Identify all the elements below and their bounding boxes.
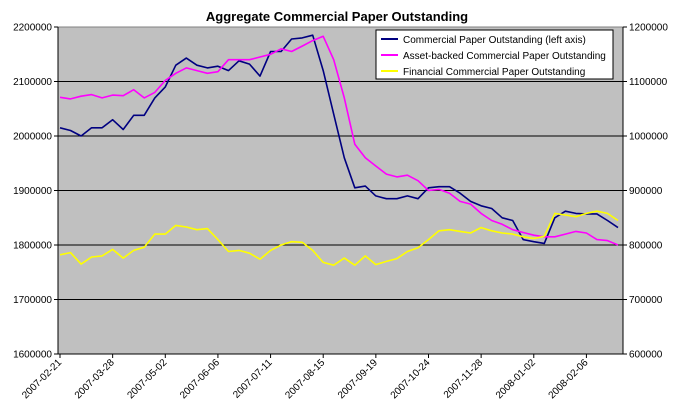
x-tick-label: 2007-09-19 xyxy=(336,357,380,401)
x-tick-label: 2007-03-28 xyxy=(73,357,117,401)
left-axis: 1600000 1700000 1800000 1900000 2000000 21000… xyxy=(13,23,59,361)
x-axis: 2007-02-21 2007-03-28 2007-05-02 2007-06-06… xyxy=(20,353,623,401)
right-tick-label: 1200000 xyxy=(629,23,668,34)
left-tick-label: 1900000 xyxy=(13,186,52,197)
x-tick-label: 2007-10-24 xyxy=(389,357,433,401)
legend-box xyxy=(375,29,614,80)
right-tick-label: 1100000 xyxy=(629,77,668,88)
x-tick-label: 2007-11-28 xyxy=(442,357,486,401)
x-tick-label: 2007-07-11 xyxy=(231,357,275,401)
x-tick-label: 2007-06-06 xyxy=(178,357,222,401)
legend-label-financial: Financial Commercial Paper Outstanding xyxy=(403,67,585,78)
left-tick-label: 2200000 xyxy=(13,23,52,34)
x-tick-label: 2007-02-21 xyxy=(20,357,64,401)
right-tick-label: 800000 xyxy=(629,241,663,252)
right-tick-label: 900000 xyxy=(629,186,663,197)
legend: Commercial Paper Outstanding (left axis)… xyxy=(375,29,614,80)
legend-label-commercial: Commercial Paper Outstanding (left axis) xyxy=(403,35,586,46)
chart-title: Aggregate Commercial Paper Outstanding xyxy=(206,9,468,24)
left-tick-label: 1700000 xyxy=(13,295,52,306)
series-line-commercial-paper xyxy=(59,34,619,245)
left-tick-label: 1800000 xyxy=(13,241,52,252)
right-tick-label: 600000 xyxy=(629,350,663,361)
right-axis: 600000 700000 800000 900000 1000000 1100000 12… xyxy=(622,23,668,361)
series-line-financial xyxy=(59,210,619,267)
series-group xyxy=(59,34,619,267)
left-tick-label: 1600000 xyxy=(13,350,52,361)
x-tick-label: 2008-01-02 xyxy=(494,357,538,401)
legend-label-asset-backed: Asset-backed Commercial Paper Outstandin… xyxy=(403,51,606,62)
right-tick-label: 1000000 xyxy=(629,132,668,143)
left-tick-label: 2000000 xyxy=(13,132,52,143)
x-tick-label: 2008-02-06 xyxy=(547,357,591,401)
x-tick-label: 2007-08-15 xyxy=(283,357,327,401)
series-line-asset-backed xyxy=(59,35,619,246)
left-tick-label: 2100000 xyxy=(13,77,52,88)
x-tick-label: 2007-05-02 xyxy=(125,357,169,401)
right-tick-label: 700000 xyxy=(629,295,663,306)
